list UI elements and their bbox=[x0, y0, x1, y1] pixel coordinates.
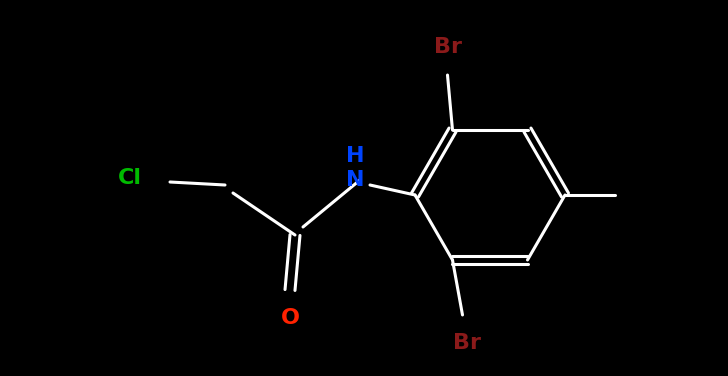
Text: H: H bbox=[346, 146, 364, 166]
Text: O: O bbox=[280, 308, 299, 328]
Text: Br: Br bbox=[454, 333, 481, 353]
Text: Br: Br bbox=[433, 37, 462, 57]
Text: Cl: Cl bbox=[118, 168, 142, 188]
Text: N: N bbox=[346, 170, 364, 190]
